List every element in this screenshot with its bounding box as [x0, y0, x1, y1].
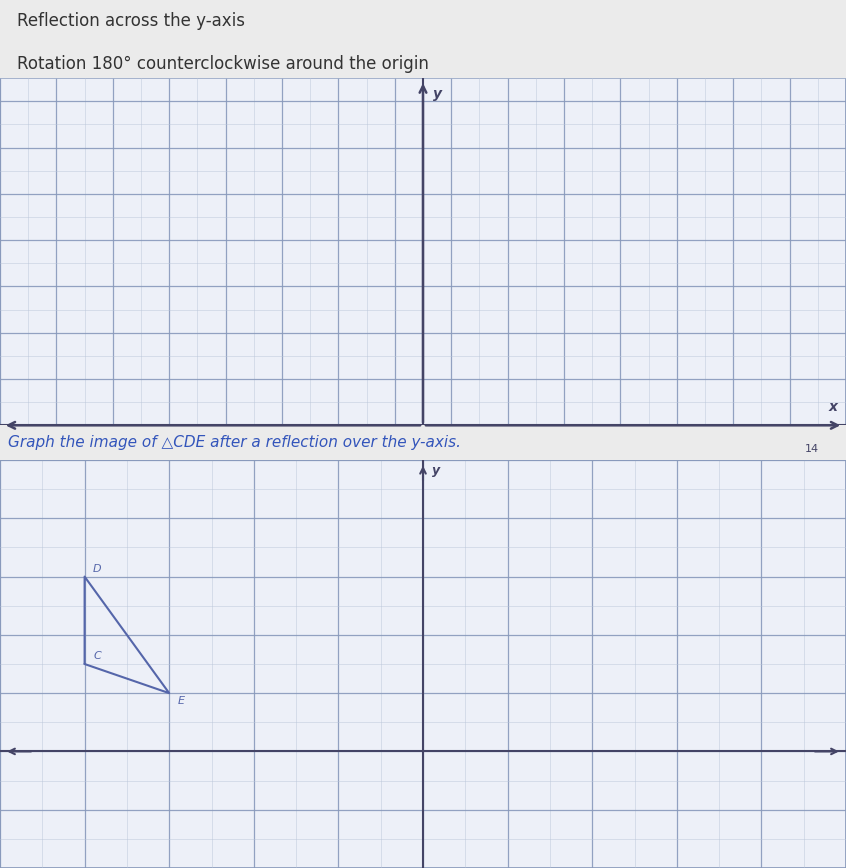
Text: E: E [178, 696, 184, 706]
Bar [0, 78, 846, 425]
Text: Rotation 180° counterclockwise around the origin: Rotation 180° counterclockwise around th… [17, 55, 429, 73]
Text: y: y [432, 88, 442, 102]
Text: C: C [93, 651, 101, 661]
Text: Reflection across the y-axis: Reflection across the y-axis [17, 11, 245, 30]
Bar [0, 460, 846, 868]
Text: D: D [93, 563, 102, 574]
Text: x: x [828, 400, 838, 414]
Text: 14: 14 [805, 444, 819, 454]
Text: y: y [431, 464, 440, 477]
Text: Graph the image of △CDE after a reflection over the y-axis.: Graph the image of △CDE after a reflecti… [8, 435, 461, 450]
